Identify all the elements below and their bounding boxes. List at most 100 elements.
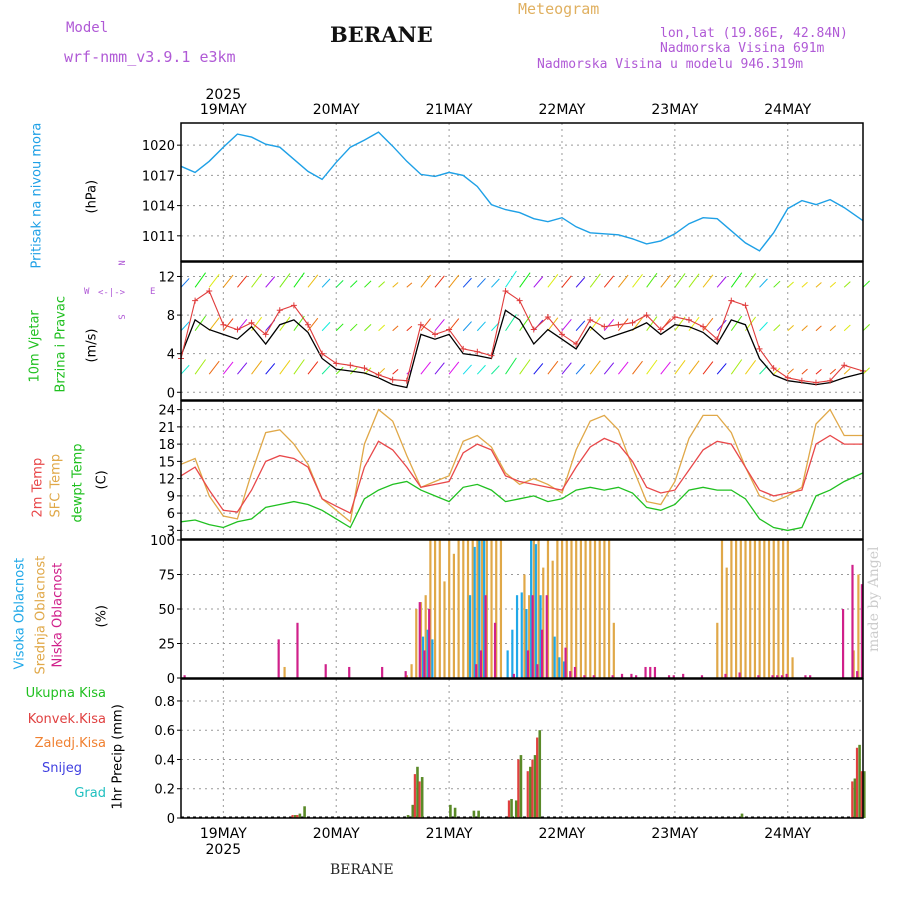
- wind-barb-2-28: [576, 364, 585, 374]
- mid-cloud-bar-46: [735, 540, 737, 678]
- wind-barb-2-11: [336, 367, 343, 374]
- wind-barb-0-28: [576, 277, 585, 287]
- conv-precip-bar-6: [527, 771, 529, 818]
- day-label-top-4: 23MAY: [651, 102, 698, 118]
- low-cloud-bar-30: [649, 667, 651, 678]
- wind-barb-2-0: [181, 365, 189, 374]
- wind-barb-0-15: [393, 282, 398, 287]
- wind-gust-marker-17: [418, 322, 424, 328]
- high-cloud-bar-15: [554, 637, 556, 678]
- wind-barb-0-13: [364, 281, 371, 287]
- wind-barb-2-22: [491, 366, 499, 374]
- wind-barb-1-18: [435, 319, 444, 330]
- mid-cloud-bar-25: [537, 540, 539, 678]
- low-cloud-bar-9: [428, 609, 430, 678]
- mid-cloud-bar-55: [777, 540, 779, 678]
- high-cloud-bar-10: [521, 592, 523, 678]
- wind-barb-2-27: [562, 363, 571, 374]
- ytick-temperature-4: 12: [158, 473, 175, 488]
- year-label-top: 2025: [206, 87, 242, 103]
- mid-cloud-bar-41: [613, 623, 615, 678]
- total-precip-bar-14: [529, 767, 532, 818]
- low-cloud-bar-10: [475, 664, 477, 678]
- wind-barb-2-10: [322, 366, 330, 374]
- total-precip-bar-5: [416, 767, 419, 818]
- wind-barb-2-44: [802, 369, 808, 374]
- low-cloud-bar-18: [541, 630, 543, 678]
- day-label-top-0: 19MAY: [200, 102, 247, 118]
- wind-barb-0-48: [863, 281, 870, 287]
- panel-frame-pressure: [181, 123, 863, 261]
- wind-barb-1-43: [788, 325, 794, 330]
- mid-cloud-bar-34: [580, 540, 582, 678]
- panel-frame-temperature: [181, 401, 863, 539]
- ytick-precipitation-2: 0.4: [154, 753, 175, 768]
- total-precip-bar-10: [477, 811, 480, 818]
- total-precip-bar-6: [421, 777, 424, 818]
- ytick-pressure-3: 1011: [142, 230, 175, 245]
- mid-cloud-bar-33: [575, 540, 577, 678]
- ytick-pressure-0: 1020: [142, 139, 175, 154]
- low-cloud-bar-19: [546, 595, 548, 678]
- wind-barb-1-30: [604, 319, 613, 330]
- conv-precip-bar-10: [856, 748, 858, 818]
- wind-barb-2-21: [477, 365, 485, 374]
- wind-barb-0-42: [774, 281, 780, 287]
- wind-barb-1-21: [477, 322, 485, 331]
- wind-gust-marker-39: [728, 298, 734, 304]
- day-label-top-2: 21MAY: [426, 102, 473, 118]
- ytick-precipitation-1: 0.6: [154, 724, 175, 739]
- conv-precip-bar-9: [851, 781, 853, 818]
- mid-cloud-bar-16: [476, 540, 478, 678]
- wind-barb-1-41: [760, 322, 768, 330]
- ytick-cloud_cover-3: 25: [158, 638, 175, 653]
- wind-barb-2-35: [675, 360, 685, 374]
- high-cloud-bar-13: [535, 544, 537, 678]
- pressure-line: [181, 132, 863, 251]
- high-cloud-bar-8: [511, 630, 513, 678]
- mid-cloud-bar-7: [434, 540, 436, 678]
- wind-gust-marker-40: [742, 302, 748, 308]
- low-cloud-bar-46: [851, 565, 853, 678]
- ytick-wind-2: 4: [167, 348, 175, 363]
- wind-barb-1-16: [407, 326, 412, 330]
- year-label-bottom: 2025: [206, 842, 242, 858]
- high-cloud-bar-4: [474, 547, 476, 678]
- mid-cloud-bar-8: [439, 540, 441, 678]
- ytick-temperature-1: 21: [158, 421, 175, 436]
- mid-cloud-bar-40: [608, 540, 610, 678]
- mid-cloud-bar-47: [740, 540, 742, 678]
- high-cloud-bar-16: [558, 657, 560, 678]
- wind-barb-2-47: [844, 368, 850, 374]
- mid-cloud-bar-11: [453, 554, 455, 678]
- wind-barb-0-12: [350, 281, 357, 288]
- wind-barb-1-27: [562, 319, 571, 330]
- low-cloud-bar-12: [485, 595, 487, 678]
- wind-barb-0-46: [830, 282, 836, 287]
- wind-barb-0-41: [760, 279, 768, 287]
- day-label-top-3: 22MAY: [539, 102, 586, 118]
- ytick-cloud_cover-2: 50: [158, 603, 175, 618]
- day-label-top-1: 20MAY: [313, 102, 360, 118]
- ytick-temperature-6: 6: [167, 507, 175, 522]
- wind-barb-2-40: [745, 360, 755, 374]
- wind-barb-2-45: [816, 369, 821, 374]
- total-precip-bar-13: [520, 755, 523, 818]
- mid-cloud-bar-49: [749, 540, 751, 678]
- wind-barb-1-11: [336, 324, 343, 331]
- ytick-wind-3: 0: [167, 386, 175, 401]
- wind-barb-0-10: [322, 279, 330, 287]
- wind-barb-0-22: [491, 279, 499, 287]
- wind-barb-0-0: [181, 278, 189, 287]
- high-cloud-bar-7: [507, 650, 509, 678]
- wind-barb-0-2: [209, 274, 219, 287]
- low-cloud-bar-11: [480, 650, 482, 678]
- high-cloud-bar-9: [516, 595, 518, 678]
- wind-barb-2-5: [252, 361, 262, 374]
- mid-cloud-bar-57: [787, 540, 789, 678]
- mid-cloud-bar-36: [589, 540, 591, 678]
- wind-barb-2-18: [435, 363, 444, 374]
- conv-precip-bar-7: [531, 759, 533, 818]
- wind-barb-2-1: [195, 360, 205, 375]
- wind-barb-1-20: [463, 322, 471, 331]
